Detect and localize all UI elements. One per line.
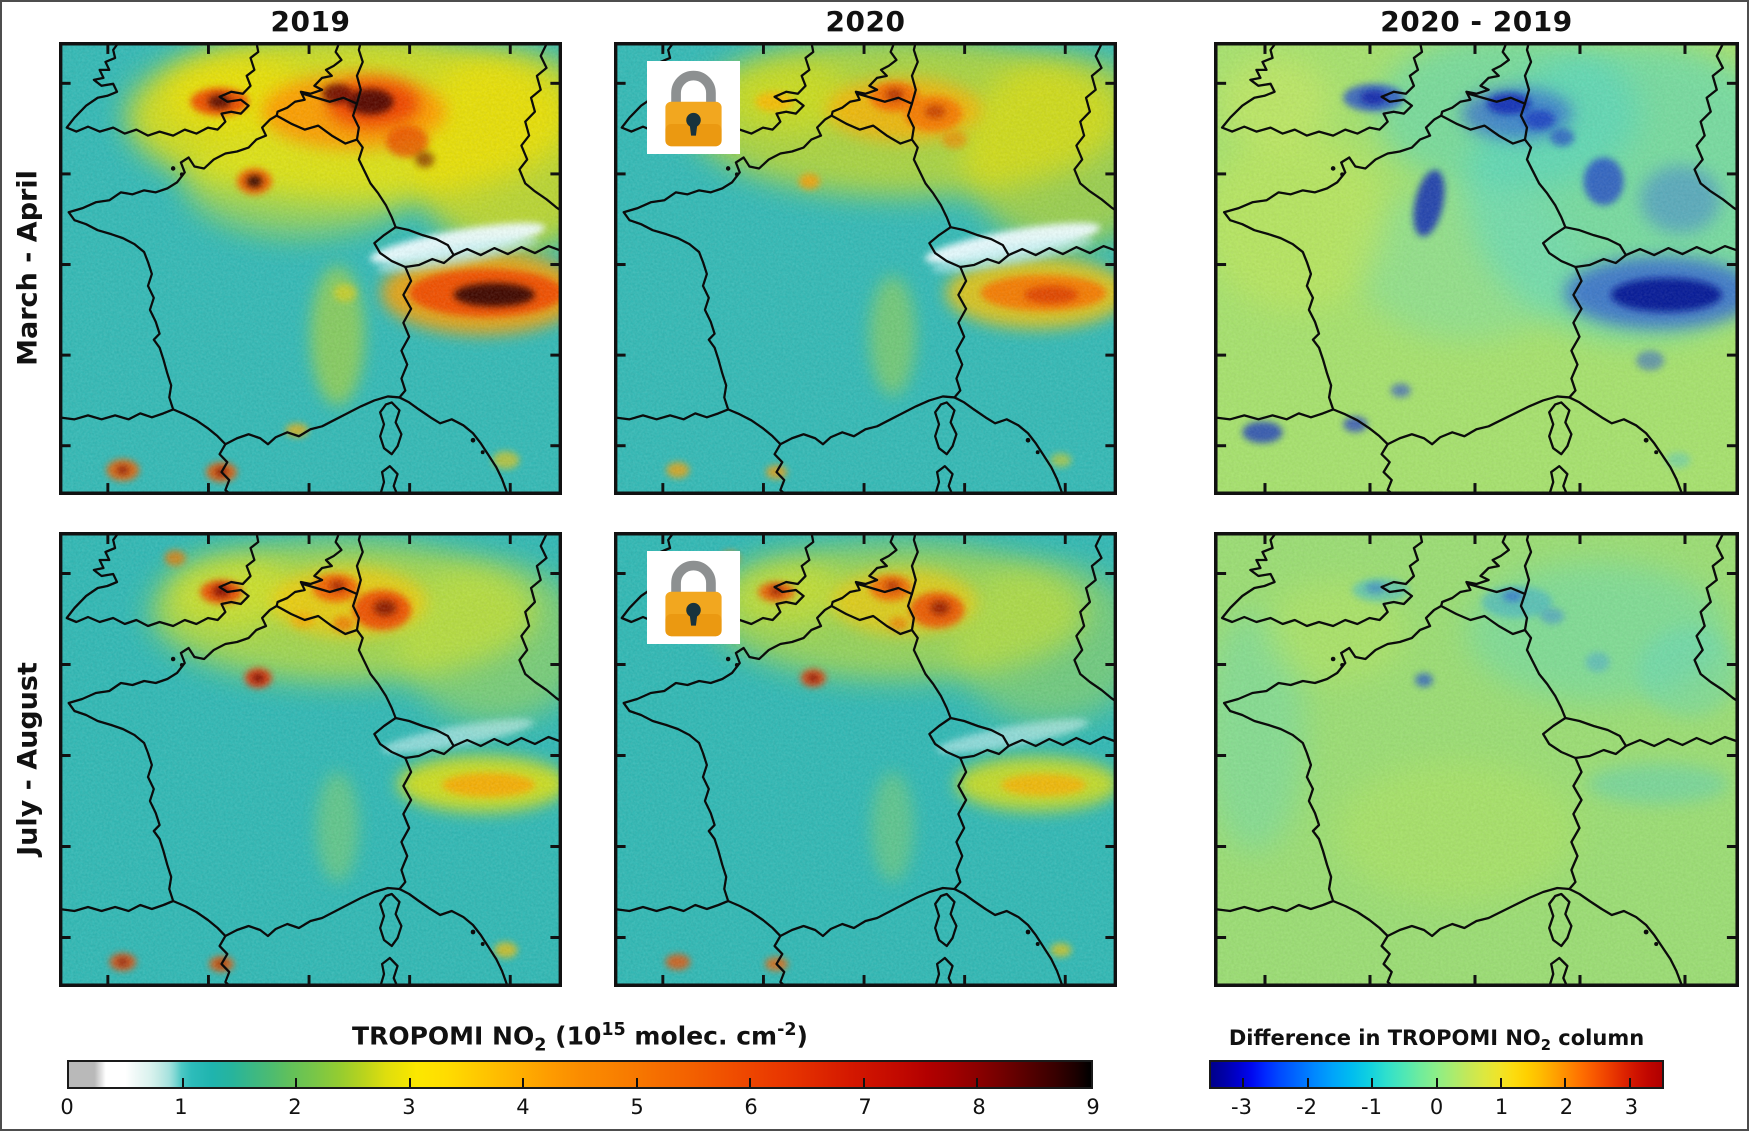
colorbar-tick [1371, 1078, 1374, 1087]
no2-tick-label: 3 [402, 1095, 416, 1119]
colorbar-tick [1564, 1078, 1567, 1087]
colorbar-tick [1242, 1078, 1245, 1087]
title-fragment: TROPOMI NO [352, 1021, 535, 1051]
map-panel-2019-july-august [59, 532, 562, 987]
colorbar-tick [1435, 1078, 1438, 1087]
padlock-icon [647, 61, 740, 154]
colorbar-tick [181, 1078, 184, 1087]
no2-tick-label: 5 [630, 1095, 644, 1119]
no2-colorbar-title: TROPOMI NO2 (1015 molec. cm-2) [67, 1020, 1093, 1055]
diff-tick-label: 2 [1559, 1095, 1574, 1119]
colorbar-tick [295, 1078, 298, 1087]
no2-tick-label: 4 [516, 1095, 530, 1119]
no2-tick-label: 6 [744, 1095, 758, 1119]
colorbar-tick [862, 1078, 865, 1087]
title-fragment: ) [796, 1021, 808, 1051]
colorbar-tick [1499, 1078, 1502, 1087]
colorbar-tick [522, 1078, 525, 1087]
row-label-july-august: July - August [12, 662, 44, 856]
title-fragment: 15 [601, 1020, 626, 1040]
colorbar-tick [635, 1078, 638, 1087]
colorbar-tick [1628, 1078, 1631, 1087]
column-title-2019: 2019 [270, 5, 351, 38]
title-fragment: Difference in TROPOMI NO [1228, 1026, 1541, 1050]
colorbar-tick [749, 1078, 752, 1087]
diff-tick-label: -1 [1361, 1095, 1382, 1119]
diff-colorbar-title: Difference in TROPOMI NO2 column [1209, 1026, 1664, 1054]
diff-colorbar-labels: -3 -2 -1 0 1 2 3 [1209, 1094, 1664, 1120]
no2-tick-label: 7 [858, 1095, 872, 1119]
title-fragment: (10 [546, 1021, 602, 1051]
diff-colorbar-gradient [1209, 1060, 1664, 1089]
column-title-2020: 2020 [825, 5, 906, 38]
no2-colorbar-labels: 0 1 2 3 4 5 6 7 8 9 [60, 1094, 1099, 1120]
diff-tick-label: 3 [1624, 1095, 1639, 1119]
colorbar-tick [976, 1078, 979, 1087]
map-panel-difference-july-august [1214, 532, 1739, 987]
no2-tick-label: 0 [60, 1095, 74, 1119]
colorbar-tick [1306, 1078, 1309, 1087]
no2-colorbar-gradient [67, 1060, 1093, 1089]
map-panel-2020-july-august [614, 532, 1117, 987]
title-fragment: -2 [777, 1020, 797, 1040]
title-fragment: 2 [534, 1035, 547, 1056]
title-fragment: 2 [1540, 1037, 1551, 1055]
diff-tick-label: -3 [1231, 1095, 1252, 1119]
no2-tick-label: 8 [972, 1095, 986, 1119]
no2-tick-label: 1 [174, 1095, 188, 1119]
map-panel-2019-march-april [59, 42, 562, 495]
colorbar-tick [408, 1078, 411, 1087]
diff-tick-label: 0 [1429, 1095, 1444, 1119]
map-panel-2020-march-april [614, 42, 1117, 495]
row-label-march-april: March - April [12, 170, 44, 366]
title-fragment: molec. cm [625, 1021, 778, 1051]
diff-tick-label: 1 [1494, 1095, 1509, 1119]
map-panel-difference-march-april [1214, 42, 1739, 495]
column-title-difference: 2020 - 2019 [1380, 5, 1573, 38]
diff-tick-label: -2 [1296, 1095, 1317, 1119]
no2-tick-label: 2 [288, 1095, 302, 1119]
title-fragment: column [1551, 1026, 1645, 1050]
no2-tick-label: 9 [1086, 1095, 1100, 1119]
padlock-icon [647, 551, 740, 644]
